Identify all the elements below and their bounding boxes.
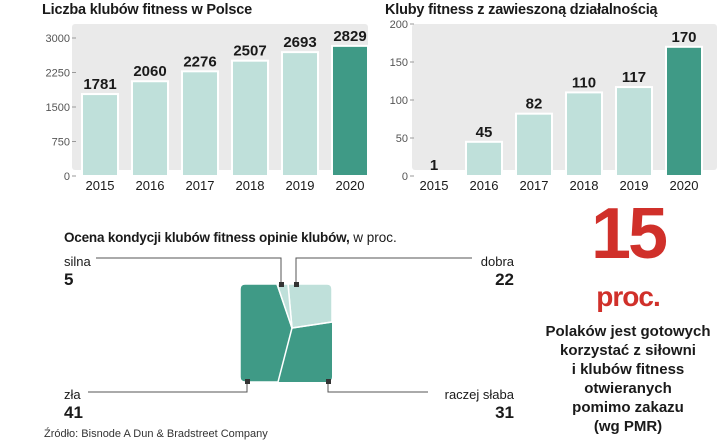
bar-value-label: 45 [476, 124, 493, 141]
pie-slice-zla [239, 283, 293, 383]
y-tick-label: 750 [52, 137, 70, 149]
leader-dot-zla [245, 379, 250, 384]
pie-title: Ocena kondycji klubów fitness opinie klu… [64, 230, 397, 245]
x-tick-label: 2015 [86, 178, 115, 193]
leader-line-dobra [295, 257, 472, 284]
highlight-line: pomimo zakazu [572, 399, 684, 416]
bar [231, 59, 269, 177]
y-tick-label: 0 [402, 171, 408, 183]
bar-value-label: 170 [671, 29, 696, 46]
chart1-title: Liczba klubów fitness w Polsce [42, 2, 252, 18]
y-tick-label: 3000 [46, 33, 70, 45]
pie-label-zla: zła [64, 387, 81, 402]
highlight-description: Polaków jest gotowych korzystać z siłown… [520, 322, 720, 436]
highlight-line: korzystać z siłowni [560, 342, 696, 359]
bar-value-label: 2060 [133, 63, 166, 80]
y-tick-label: 200 [390, 19, 408, 31]
bar [665, 45, 703, 177]
bar [465, 140, 503, 178]
bar-value-label: 1781 [83, 76, 116, 93]
x-tick-label: 2017 [186, 178, 215, 193]
bar [615, 86, 653, 177]
bar-value-label: 2507 [233, 43, 266, 60]
x-tick-label: 2015 [420, 178, 449, 193]
y-tick-label: 150 [390, 57, 408, 69]
bar [181, 70, 219, 177]
bar [331, 44, 369, 178]
highlight-line: (wg PMR) [593, 418, 663, 435]
x-tick-label: 2017 [520, 178, 549, 193]
y-tick-label: 2250 [46, 68, 70, 80]
x-tick-label: 2016 [470, 178, 499, 193]
bar [515, 112, 553, 177]
bar-value-label: 110 [572, 74, 596, 91]
leader-dot-dobra [294, 282, 299, 287]
pie-label-silna: silna [64, 254, 91, 269]
y-tick-label: 1500 [46, 102, 70, 114]
bar [565, 91, 603, 177]
x-tick-label: 2019 [286, 178, 315, 193]
y-tick-label: 50 [396, 133, 408, 145]
x-tick-label: 2020 [336, 178, 365, 193]
pie-value-silna: 5 [64, 270, 74, 289]
highlight-line: Polaków jest gotowych [545, 323, 711, 340]
pie-value-zla: 41 [64, 403, 83, 422]
highlight-unit: proc. [596, 281, 660, 312]
chart2-title: Kluby fitness z zawieszoną działalnością [385, 2, 658, 18]
highlight-number: 15 [590, 194, 668, 274]
y-tick-label: 0 [64, 171, 70, 183]
leader-line-silna [96, 257, 282, 284]
leader-line-raczej-slaba [327, 382, 428, 393]
pie-value-dobra: 22 [495, 270, 514, 289]
pie-label-raczej-slaba: raczej słaba [444, 387, 514, 402]
leader-line-zla [88, 382, 248, 393]
x-tick-label: 2019 [620, 178, 649, 193]
x-tick-label: 2020 [670, 178, 699, 193]
bar-value-label: 2829 [333, 28, 366, 45]
bar-value-label: 82 [526, 96, 543, 113]
x-tick-label: 2016 [136, 178, 165, 193]
leader-dot-silna [279, 282, 284, 287]
bar [281, 51, 319, 177]
pie-label-dobra: dobra [480, 254, 514, 269]
x-tick-label: 2018 [236, 178, 265, 193]
bar [81, 93, 119, 177]
bar-value-label: 1 [430, 157, 438, 174]
x-tick-label: 2018 [570, 178, 599, 193]
y-tick-label: 100 [390, 95, 408, 107]
pie-slice-dobra [287, 283, 333, 329]
highlight-line: i klubów fitness [571, 361, 685, 378]
bar-value-label: 2693 [283, 34, 316, 51]
pie-slice-raczej-slaba [291, 321, 333, 329]
bar [415, 173, 453, 177]
bar-value-label: 117 [622, 69, 646, 86]
source-note: Źródło: Bisnode A Dun & Bradstreet Compa… [44, 428, 268, 440]
bar-value-label: 2276 [183, 53, 216, 70]
pie-value-raczej-slaba: 31 [495, 403, 514, 422]
bar [131, 80, 169, 177]
leader-dot-raczej-slaba [326, 379, 331, 384]
highlight-line: otwieranych [584, 380, 672, 397]
